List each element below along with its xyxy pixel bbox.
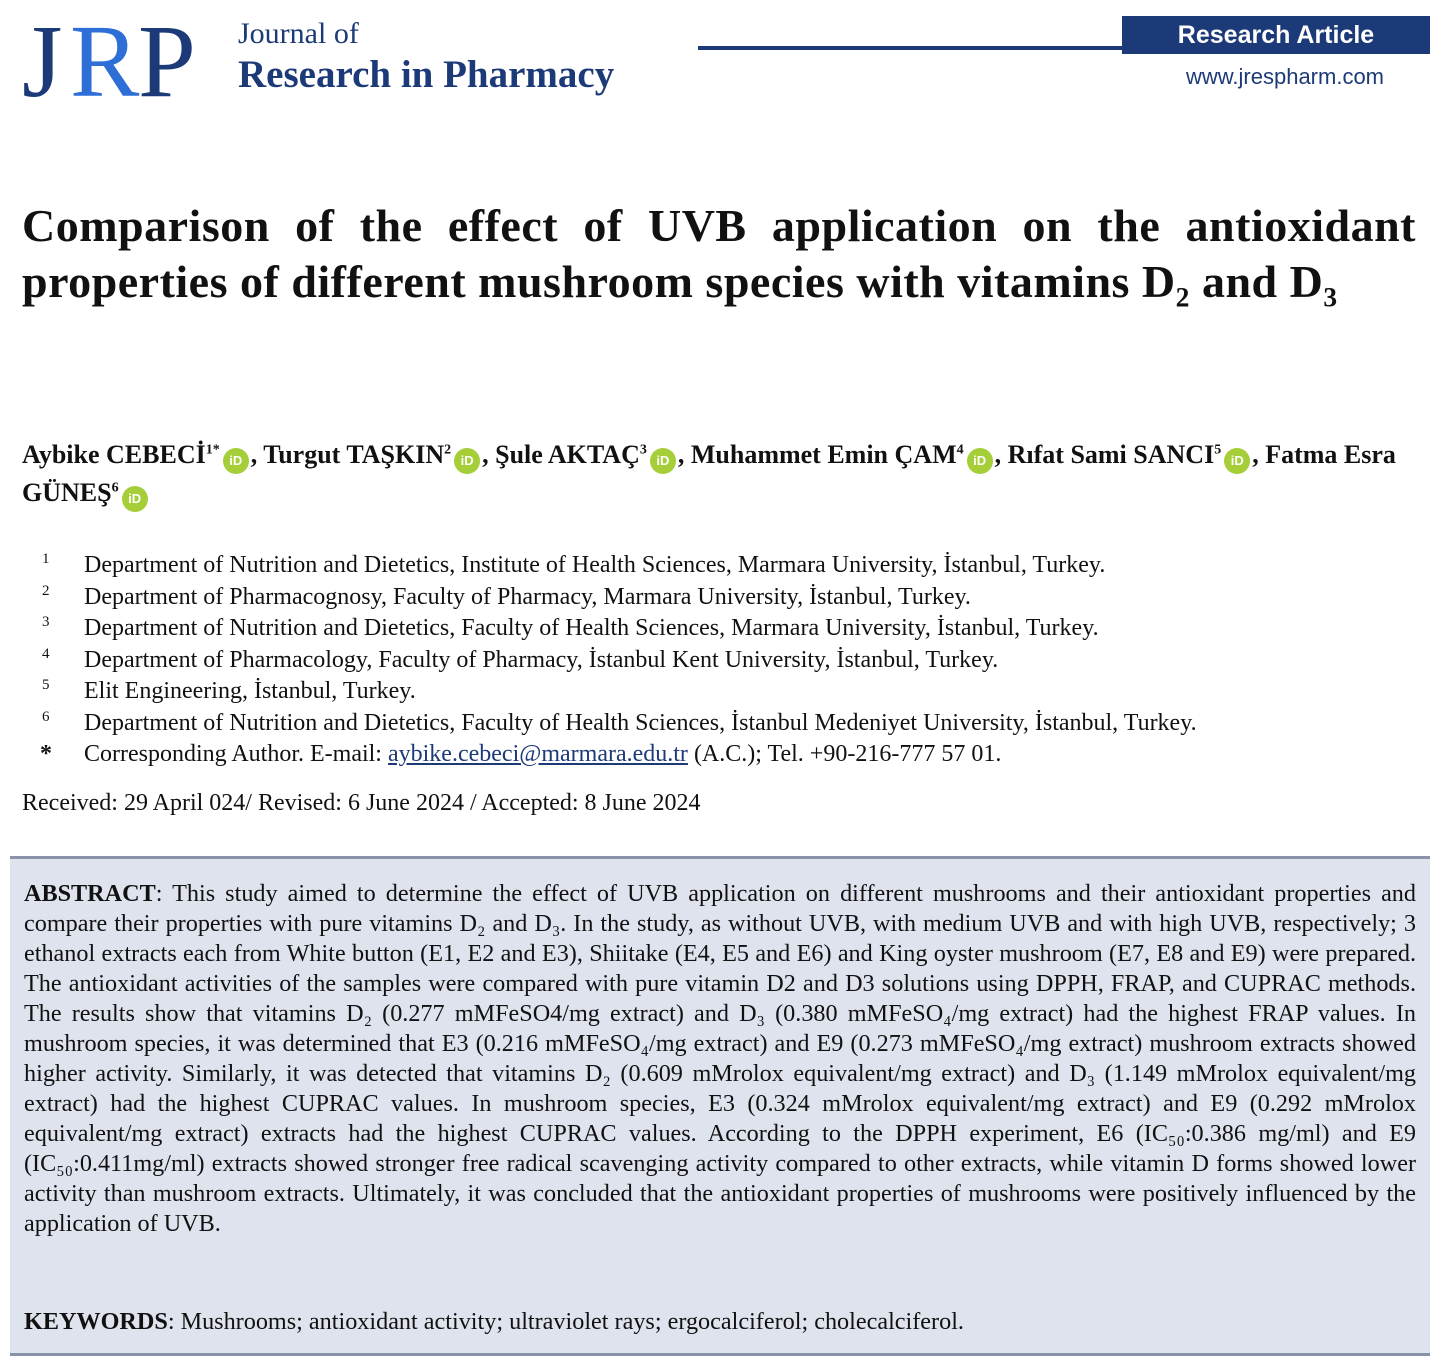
author-separator: , [1252, 440, 1266, 469]
author-affiliation-marker: 6 [111, 480, 119, 496]
journal-website-link[interactable]: www.jrespharm.com [1185, 64, 1385, 89]
affiliation-text: Department of Nutrition and Dietetics, F… [84, 709, 1197, 736]
author-affiliation-marker: 2 [444, 442, 452, 458]
journal-name: Journal of Research in Pharmacy [238, 16, 614, 98]
jrp-logo: J R P [22, 14, 196, 104]
affiliation-number: 4 [42, 645, 50, 662]
logo-letter-j: J [22, 14, 62, 104]
orcid-icon[interactable]: iD [454, 448, 481, 474]
affiliation-text: Department of Pharmacology, Faculty of P… [84, 646, 999, 673]
corresponding-author: * Corresponding Author. E-mail: aybike.ce… [22, 739, 1422, 771]
author-name: Turgut TAŞKIN [263, 440, 445, 469]
corresponding-email-link[interactable]: aybike.cebeci@marmara.edu.tr [387, 741, 688, 767]
author-list: Aybike CEBECİ1*iD, Turgut TAŞKIN2iD, Şul… [22, 436, 1418, 512]
article-title: Comparison of the effect of UVB applicat… [22, 200, 1416, 307]
author-entry: Şule AKTAÇ3iD, [495, 440, 691, 474]
affiliation-text: Department of Pharmacognosy, Faculty of … [84, 583, 971, 610]
corresponding-text: Corresponding Author. E-mail: aybike.ceb… [84, 739, 1001, 771]
header-divider [698, 46, 1430, 50]
author-entry: Turgut TAŞKIN2iD, [263, 440, 496, 474]
corresponding-star: * [40, 741, 52, 767]
affiliation-item: 4 Department of Pharmacology, Faculty of … [22, 645, 1422, 677]
affiliation-number: 1 [42, 551, 50, 567]
abstract-box: ABSTRACT: This study aimed to determine … [10, 856, 1430, 1356]
affiliation-text: Department of Nutrition and Dietetics, I… [84, 552, 1106, 578]
abstract-paragraph: ABSTRACT: This study aimed to determine … [24, 879, 1416, 1239]
affiliation-number: 5 [42, 677, 50, 693]
affiliation-number: 3 [42, 614, 50, 630]
affiliation-item: 1 Department of Nutrition and Dietetics, … [22, 550, 1422, 582]
keywords-label: KEYWORDS [24, 1308, 168, 1335]
affiliation-item: 3 Department of Nutrition and Dietetics, … [22, 613, 1422, 645]
affiliation-list: 1 Department of Nutrition and Dietetics, … [22, 550, 1422, 771]
abstract-text: : This study aimed to determine the effe… [24, 880, 1416, 1237]
author-name: Fatma Esra GÜNEŞ [22, 440, 1396, 507]
author-separator: , [250, 440, 264, 469]
journal-name-main: Research in Pharmacy [238, 53, 615, 96]
affiliation-text: Elit Engineering, İstanbul, Turkey. [84, 678, 416, 704]
affiliation-item: 2 Department of Pharmacognosy, Faculty of… [22, 582, 1422, 614]
affiliation-number: 2 [42, 582, 50, 599]
logo-letter-p: P [138, 14, 196, 104]
orcid-icon[interactable]: iD [222, 448, 249, 474]
affiliation-item: 6 Department of Nutrition and Dietetics, … [22, 708, 1422, 740]
keywords-text: : Mushrooms; antioxidant activity; ultra… [167, 1308, 964, 1335]
abstract-label: ABSTRACT [24, 880, 156, 907]
affiliation-number: 6 [42, 708, 50, 725]
corresponding-prefix: Corresponding Author. E-mail: [84, 741, 388, 767]
orcid-icon[interactable]: iD [1224, 448, 1251, 474]
author-entry: Aybike CEBECİ1*iD, [22, 440, 264, 474]
publication-dates: Received: 29 April 024/ Revised: 6 June … [22, 790, 701, 816]
author-entry: Fatma Esra GÜNEŞ6iD [22, 440, 1396, 512]
author-entry: Muhammet Emin ÇAM4iD, [690, 440, 1008, 474]
article-type-badge: Research Article [1122, 16, 1430, 54]
affiliation-item: 5 Elit Engineering, İstanbul, Turkey. [22, 676, 1422, 708]
author-affiliation-marker: 5 [1214, 442, 1222, 458]
journal-name-top: Journal of [238, 17, 359, 50]
author-separator: , [482, 440, 496, 469]
author-entry: Rıfat Sami SANCI5iD, [1007, 440, 1266, 474]
corresponding-suffix: (A.C.); Tel. +90-216-777 57 01. [687, 741, 1002, 767]
author-separator: , [994, 440, 1008, 469]
keywords-paragraph: KEYWORDS: Mushrooms; antioxidant activit… [24, 1307, 1416, 1337]
author-name: Aybike CEBECİ [22, 440, 206, 469]
author-name: Rıfat Sami SANCI [1007, 440, 1215, 469]
author-affiliation-marker: 1* [205, 442, 220, 458]
author-name: Şule AKTAÇ [495, 440, 640, 469]
logo-letter-r: R [70, 14, 140, 104]
author-name: Muhammet Emin ÇAM [690, 440, 957, 469]
author-separator: , [677, 440, 691, 469]
orcid-icon[interactable]: iD [121, 486, 148, 512]
orcid-icon[interactable]: iD [966, 448, 993, 474]
orcid-icon[interactable]: iD [649, 448, 676, 474]
affiliation-text: Department of Nutrition and Dietetics, F… [84, 615, 1099, 641]
author-affiliation-marker: 3 [639, 442, 647, 458]
author-affiliation-marker: 4 [956, 442, 964, 458]
